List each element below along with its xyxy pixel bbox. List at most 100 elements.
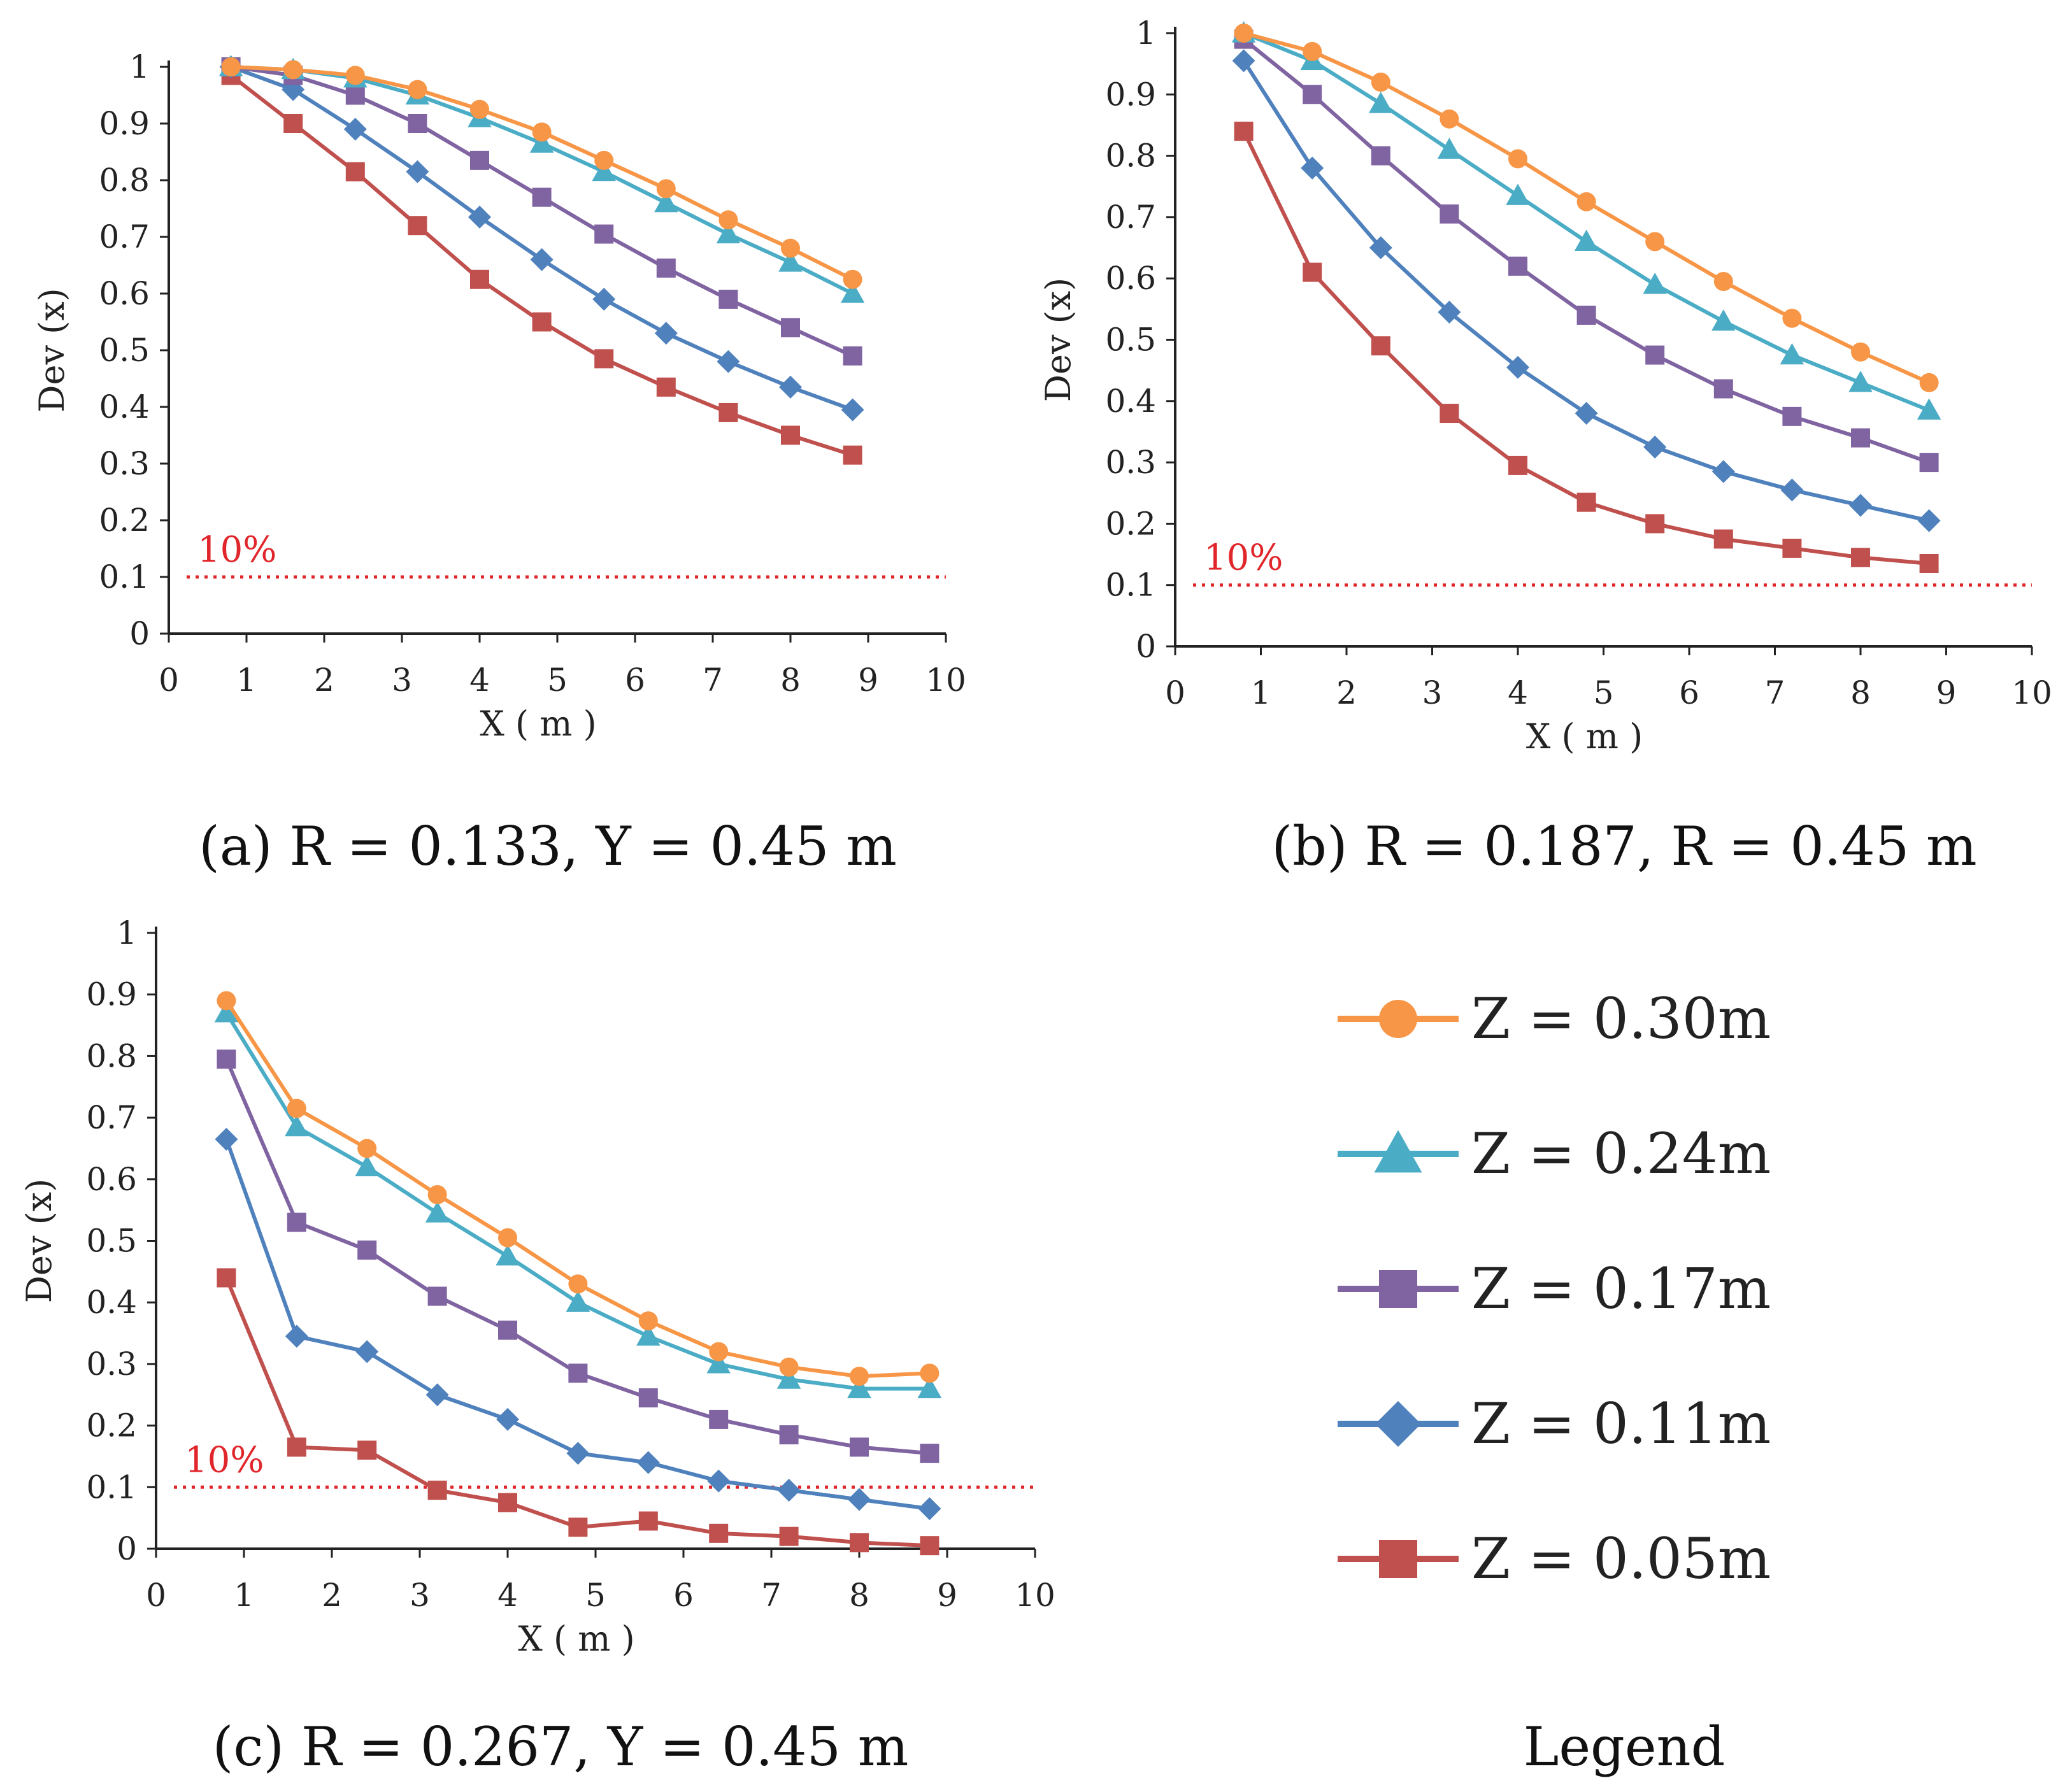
panel-c-data-point bbox=[285, 1325, 308, 1348]
panel-a-data-point bbox=[654, 322, 678, 345]
panel-b-data-point bbox=[1232, 49, 1255, 73]
legend: Z = 0.30m Z = 0.24m Z = 0.17m Z = 0.11m Z = … bbox=[1338, 986, 1771, 1591]
panel-b-data-point bbox=[1508, 256, 1527, 276]
panel-a-x-tick-label: 6 bbox=[625, 662, 645, 699]
panel-b-y-tick-label: 0.2 bbox=[1105, 505, 1156, 542]
chart-panel-b: 00.10.20.30.40.50.60.70.80.910 1 2 3 4 5 6 7 8 9 1… bbox=[1038, 15, 2052, 757]
panel-c-x-tick-label: 9 bbox=[937, 1577, 957, 1614]
panel-c-data-point bbox=[918, 1497, 941, 1521]
panel-b-data-point bbox=[1645, 345, 1665, 365]
panel-b-data-point bbox=[1576, 492, 1596, 512]
panel-b-data-point bbox=[1303, 85, 1322, 104]
panel-b-data-point bbox=[1508, 149, 1527, 169]
panel-c-series-0.30 bbox=[217, 991, 940, 1386]
panel-c-data-point bbox=[707, 1469, 731, 1493]
legend-item: Z = 0.05m bbox=[1338, 1526, 1771, 1591]
panel-b-data-point bbox=[1438, 301, 1461, 324]
panel-c-data-point bbox=[709, 1523, 729, 1543]
panel-b-y-tick-label: 0.8 bbox=[1105, 138, 1156, 174]
panel-c-y-tick-label: 0.2 bbox=[86, 1407, 137, 1444]
panel-a-x-tick-label: 1 bbox=[236, 662, 257, 699]
panel-a-data-point bbox=[718, 289, 738, 309]
panel-c-y-tick-label: 0 bbox=[117, 1530, 137, 1567]
panel-c-x-tick-label: 1 bbox=[234, 1577, 254, 1614]
panel-b-x-tick-label: 5 bbox=[1594, 674, 1614, 711]
panel-b-x-tick-label: 0 bbox=[1165, 674, 1185, 711]
panel-a-x-tick-label: 3 bbox=[392, 662, 412, 699]
panel-c-y-tick-label: 0.9 bbox=[86, 976, 137, 1013]
panel-b-data-point bbox=[1576, 305, 1596, 325]
panel-b-x-tick-label: 7 bbox=[1765, 674, 1785, 711]
panel-b-data-point bbox=[1713, 529, 1733, 549]
legend-title: Legend bbox=[1524, 1716, 1726, 1778]
panel-a-y-tick-label: 0.4 bbox=[99, 388, 150, 425]
panel-b-data-point bbox=[1643, 436, 1667, 459]
panel-a-data-point bbox=[408, 80, 427, 99]
panel-a-data-point bbox=[781, 425, 800, 445]
panel-a-data-point bbox=[221, 57, 241, 76]
chart-panel-a: 00.10.20.30.40.50.60.70.80.910 1 2 3 4 5 6 7 8 9 1… bbox=[32, 48, 966, 744]
panel-a-data-point bbox=[716, 222, 741, 244]
panel-c-x-tick-label: 10 bbox=[1015, 1577, 1055, 1614]
panel-b-data-point bbox=[1437, 138, 1462, 159]
panel-a-data-point bbox=[529, 131, 554, 153]
panel-a-data-point bbox=[779, 375, 802, 399]
panel-c-data-point bbox=[287, 1437, 306, 1457]
panel-c-data-point bbox=[850, 1533, 869, 1553]
legend-label: Z = 0.11m bbox=[1471, 1391, 1771, 1456]
panel-a-x-axis-label: X ( m ) bbox=[480, 704, 596, 744]
panel-a-series-0.30 bbox=[221, 57, 862, 289]
panel-c-data-point bbox=[920, 1444, 940, 1463]
panel-c-series-0.11 bbox=[215, 1127, 941, 1521]
panel-c-data-point bbox=[847, 1376, 871, 1398]
panel-a-data-point bbox=[532, 312, 552, 332]
panel-c-data-point bbox=[706, 1352, 731, 1374]
panel-c-data-point bbox=[496, 1407, 519, 1431]
panel-c-x-tick-label: 8 bbox=[849, 1577, 869, 1614]
panel-b-data-point bbox=[1643, 273, 1667, 294]
panel-b-data-point bbox=[1782, 308, 1802, 328]
panel-a-y-tick-label: 0.7 bbox=[99, 218, 150, 255]
panel-c-data-point bbox=[214, 1000, 239, 1023]
panel-a-data-point bbox=[594, 224, 614, 244]
legend-item: Z = 0.11m bbox=[1338, 1391, 1771, 1456]
panel-c-data-point bbox=[920, 1363, 940, 1383]
panel-b-reference-label: 10% bbox=[1204, 537, 1283, 579]
panel-b-data-point bbox=[1780, 343, 1804, 365]
panel-a-data-point bbox=[468, 205, 491, 229]
panel-b-y-tick-label: 0.6 bbox=[1105, 260, 1156, 297]
panel-a-y-tick-label: 0.3 bbox=[99, 445, 150, 482]
panel-a-data-point bbox=[470, 150, 489, 170]
panel-c-data-point bbox=[917, 1376, 942, 1398]
panel-a-data-point bbox=[654, 190, 678, 213]
panel-b-x-tick-label: 4 bbox=[1508, 674, 1528, 711]
panel-b-y-axis-label: Dev (x) bbox=[1038, 278, 1078, 402]
panel-a-data-point bbox=[718, 402, 738, 422]
panel-a-data-point bbox=[343, 117, 367, 141]
panel-a-data-point bbox=[656, 377, 676, 397]
panel-b-series-0.24 bbox=[1231, 21, 1941, 420]
panel-c-data-point bbox=[779, 1526, 799, 1546]
panel-c-x-axis-label: X ( m ) bbox=[518, 1619, 634, 1659]
legend-label: Z = 0.30m bbox=[1471, 986, 1771, 1051]
panel-a-data-point bbox=[781, 318, 800, 338]
panel-b-x-tick-label: 1 bbox=[1251, 674, 1271, 711]
panel-c-y-tick-label: 0.1 bbox=[86, 1468, 137, 1505]
panel-c-x-tick-label: 7 bbox=[761, 1577, 782, 1614]
panel-c-data-point bbox=[850, 1437, 869, 1457]
panel-c-data-point bbox=[638, 1388, 658, 1408]
panel-c-data-point bbox=[850, 1367, 869, 1386]
panel-a-data-point bbox=[656, 258, 676, 278]
legend-label: Z = 0.05m bbox=[1471, 1526, 1771, 1591]
panel-c-data-point bbox=[777, 1479, 801, 1502]
panel-a-data-point bbox=[470, 99, 489, 119]
panel-b-data-point bbox=[1645, 514, 1665, 534]
panel-a-x-tick-label: 0 bbox=[159, 662, 179, 699]
panel-c-data-point bbox=[355, 1340, 379, 1363]
panel-b-x-tick-label: 8 bbox=[1850, 674, 1871, 711]
panel-c-data-point bbox=[355, 1155, 379, 1177]
panel-c-x-tick-label: 5 bbox=[585, 1577, 606, 1614]
panel-a-data-point bbox=[532, 187, 552, 207]
panel-b-data-point bbox=[1851, 342, 1870, 362]
